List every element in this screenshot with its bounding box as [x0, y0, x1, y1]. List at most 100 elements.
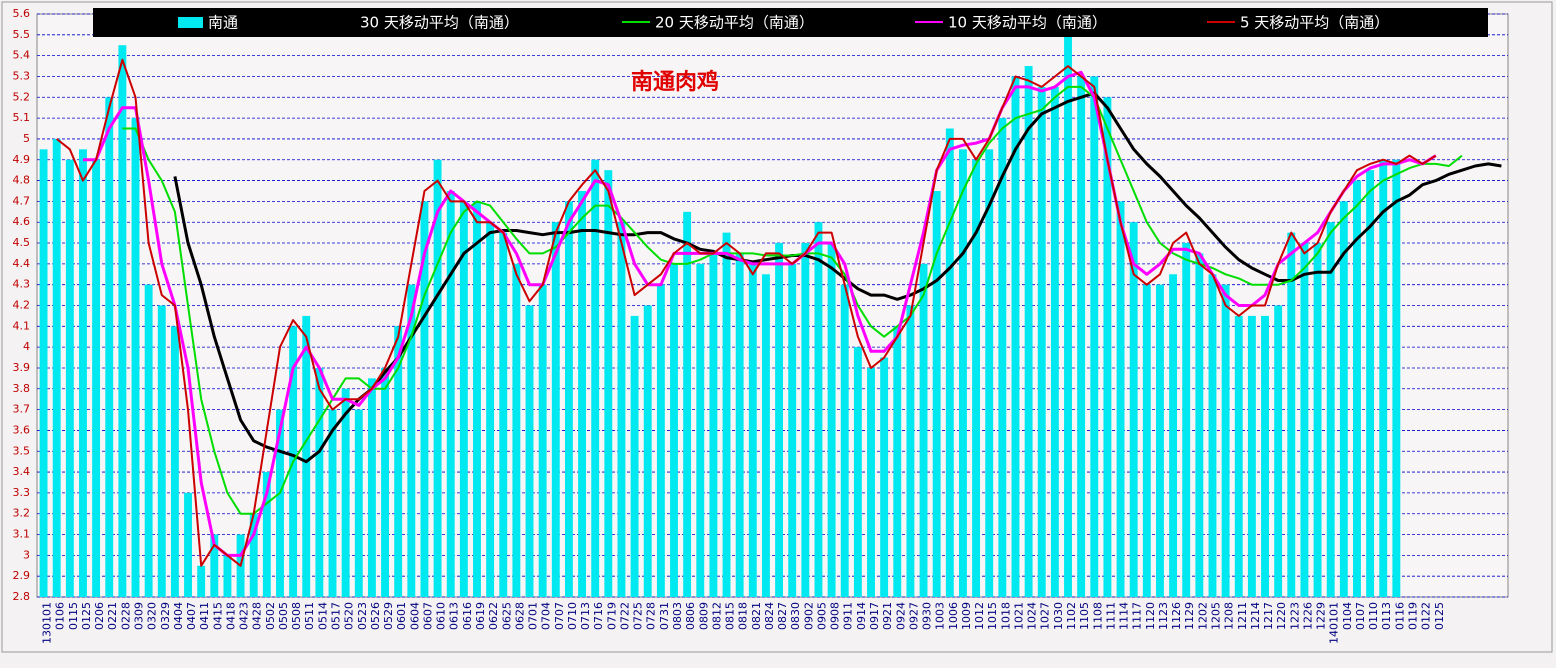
bar — [52, 138, 61, 597]
bar — [630, 315, 639, 597]
x-tick-label: 1223 — [1288, 602, 1301, 630]
bar — [972, 159, 981, 597]
bar — [1116, 201, 1125, 597]
y-tick-label: 5.6 — [13, 7, 31, 20]
bar — [1247, 315, 1256, 597]
bar — [788, 263, 797, 597]
bar — [945, 128, 954, 597]
x-tick-label: 0815 — [724, 602, 737, 630]
bar — [1064, 34, 1072, 598]
x-tick-label: 0710 — [566, 602, 579, 630]
x-tick-label: 0607 — [421, 602, 434, 630]
x-tick-label: 0520 — [343, 602, 356, 630]
bar — [170, 326, 179, 597]
x-tick-label: 130101 — [41, 602, 54, 644]
chart-title: 南通肉鸡 — [631, 69, 719, 95]
bar — [735, 253, 744, 598]
x-tick-label: 0719 — [605, 602, 618, 630]
bar — [354, 409, 363, 597]
x-tick-label: 0930 — [921, 602, 934, 630]
x-tick-label: 0713 — [579, 602, 592, 630]
x-tick-label: 0601 — [395, 602, 408, 630]
bar — [867, 367, 875, 597]
bar — [656, 284, 665, 597]
bar — [643, 305, 652, 597]
bar — [1234, 315, 1243, 597]
x-tick-label: 0404 — [172, 602, 185, 630]
x-tick-label: 1006 — [947, 602, 960, 630]
bar — [578, 190, 586, 597]
x-tick-label: 0806 — [684, 602, 697, 630]
x-tick-label: 0728 — [645, 602, 658, 630]
x-tick-label: 1208 — [1223, 602, 1236, 630]
bar — [748, 263, 757, 597]
x-tick-label: 0411 — [198, 602, 211, 630]
x-tick-label: 1111 — [1104, 602, 1117, 630]
y-tick-label: 2.9 — [13, 569, 31, 582]
x-tick-label: 1105 — [1078, 602, 1091, 630]
bar — [367, 378, 376, 597]
x-tick-label: 0514 — [316, 602, 329, 630]
x-tick-label: 1108 — [1091, 602, 1104, 630]
y-tick-label: 3.7 — [13, 403, 31, 416]
x-tick-label: 0613 — [448, 602, 461, 630]
x-tick-label: 0610 — [435, 602, 448, 630]
x-tick-label: 0731 — [658, 602, 671, 630]
x-tick-label: 1012 — [973, 602, 986, 630]
bar — [1313, 243, 1322, 598]
legend-swatch — [178, 17, 203, 28]
y-tick-label: 4 — [23, 340, 30, 353]
bar — [92, 159, 101, 597]
bar — [315, 367, 324, 597]
x-tick-label: 0423 — [238, 602, 251, 630]
x-tick-label: 0818 — [737, 602, 750, 630]
x-tick-label: 1015 — [986, 602, 999, 630]
x-tick-label: 1030 — [1052, 602, 1065, 630]
bar — [197, 565, 206, 597]
x-tick-label: 0329 — [159, 602, 172, 630]
marks — [39, 34, 1502, 598]
bar — [1208, 274, 1217, 597]
x-tick-label: 0803 — [671, 602, 684, 630]
y-tick-label: 3 — [23, 548, 30, 561]
bar — [157, 305, 166, 597]
x-tick-label: 0704 — [540, 602, 553, 630]
bar — [1037, 86, 1046, 597]
y-tick-label: 5.4 — [13, 49, 31, 62]
bar — [210, 534, 219, 597]
bar — [551, 222, 560, 597]
bar — [801, 243, 810, 598]
x-tick-label: 0824 — [763, 602, 776, 630]
bar — [1300, 243, 1309, 598]
x-tick-label: 0502 — [264, 602, 277, 630]
bar — [1366, 170, 1375, 598]
x-tick-label: 0309 — [133, 602, 146, 630]
bar — [998, 118, 1007, 597]
x-tick-label: 0523 — [356, 602, 369, 630]
y-tick-label: 4.3 — [13, 278, 31, 291]
bar — [985, 149, 994, 597]
bar — [144, 284, 153, 597]
x-tick-label: 0616 — [461, 602, 474, 630]
y-tick-label: 4.7 — [13, 194, 31, 207]
y-tick-label: 5.3 — [13, 69, 31, 82]
bar — [1274, 305, 1283, 597]
bar — [919, 263, 928, 597]
bar — [538, 284, 547, 597]
bar — [381, 367, 389, 597]
bar — [1024, 66, 1033, 597]
bar — [407, 284, 416, 597]
x-tick-label: 1229 — [1315, 602, 1328, 630]
x-tick-label: 0407 — [185, 602, 198, 630]
x-tick-label: 0905 — [815, 602, 828, 630]
x-tick-label: 1102 — [1065, 602, 1078, 630]
line — [122, 85, 1463, 515]
x-tick-label: 0110 — [1367, 602, 1380, 630]
legend-label: 10 天移动平均（南通） — [948, 14, 1107, 32]
bar — [1090, 76, 1099, 597]
x-tick-label: 0604 — [408, 602, 421, 630]
y-tick-label: 3.6 — [13, 423, 31, 436]
bar — [670, 263, 678, 597]
bar — [840, 284, 849, 597]
